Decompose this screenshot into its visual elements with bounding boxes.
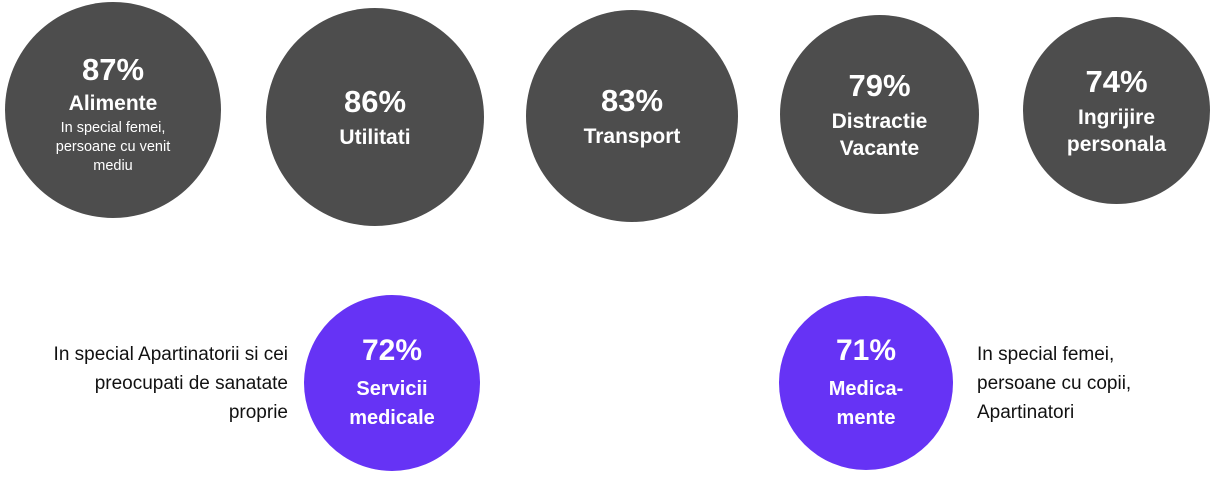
side-note-left: In special Apartinatorii si cei preocupa…: [8, 340, 288, 427]
percent-value: 79%: [848, 67, 911, 103]
category-label-line: Vacante: [839, 136, 920, 160]
side-note-line: In special femei,: [977, 344, 1115, 365]
category-label-line: Medica-: [828, 378, 904, 400]
category-note-line: In special femei,: [60, 120, 166, 136]
circle-distractie-vacante: 79% Distractie Vacante: [780, 15, 979, 214]
circle-alimente: 87% Alimente In special femei, persoane …: [5, 2, 221, 218]
category-label: Transport: [584, 123, 681, 150]
circle-ingrijire-personala: 74% Ingrijire personala: [1023, 17, 1210, 204]
category-label-line: Alimente: [68, 92, 158, 115]
side-note-line: proprie: [228, 402, 288, 423]
category-note-line: mediu: [93, 158, 133, 174]
percent-value: 74%: [1085, 63, 1148, 99]
side-note-line: Apartinatori: [977, 402, 1075, 423]
category-label-line: Utilitati: [339, 125, 411, 149]
category-label: Utilitati: [339, 124, 410, 151]
category-label: Alimente: [69, 90, 158, 117]
category-label-line: medicale: [349, 407, 435, 429]
category-label-line: Servicii: [356, 378, 428, 400]
category-label-line: personala: [1066, 132, 1167, 156]
category-label-line: Distractie: [831, 109, 928, 133]
category-label: Medica- mente: [829, 375, 903, 433]
category-label: Servicii medicale: [349, 375, 435, 433]
percent-value: 87%: [81, 52, 145, 87]
percent-value: 86%: [343, 83, 407, 119]
category-label: Ingrijire personala: [1067, 104, 1166, 158]
category-label-line: Transport: [583, 124, 681, 148]
side-note-right: In special femei, persoane cu copii, Apa…: [977, 340, 1207, 427]
side-note-line: In special Apartinatorii si cei: [53, 344, 288, 365]
circle-transport: 83% Transport: [526, 10, 738, 222]
circle-servicii-medicale: 72% Servicii medicale: [304, 295, 480, 471]
category-note-line: persoane cu venit: [55, 139, 171, 155]
percent-value: 83%: [600, 82, 664, 118]
category-label-line: mente: [836, 407, 896, 429]
circle-medicamente: 71% Medica- mente: [779, 296, 953, 470]
circle-utilitati: 86% Utilitati: [266, 8, 484, 226]
category-label-line: Ingrijire: [1077, 105, 1156, 129]
side-note-line: persoane cu copii,: [977, 373, 1132, 394]
category-label: Distractie Vacante: [832, 108, 928, 162]
category-note: In special femei, persoane cu venit medi…: [56, 119, 170, 176]
percent-value: 72%: [361, 334, 423, 367]
side-note-line: preocupati de sanatate: [94, 373, 288, 394]
percent-value: 71%: [835, 334, 897, 367]
